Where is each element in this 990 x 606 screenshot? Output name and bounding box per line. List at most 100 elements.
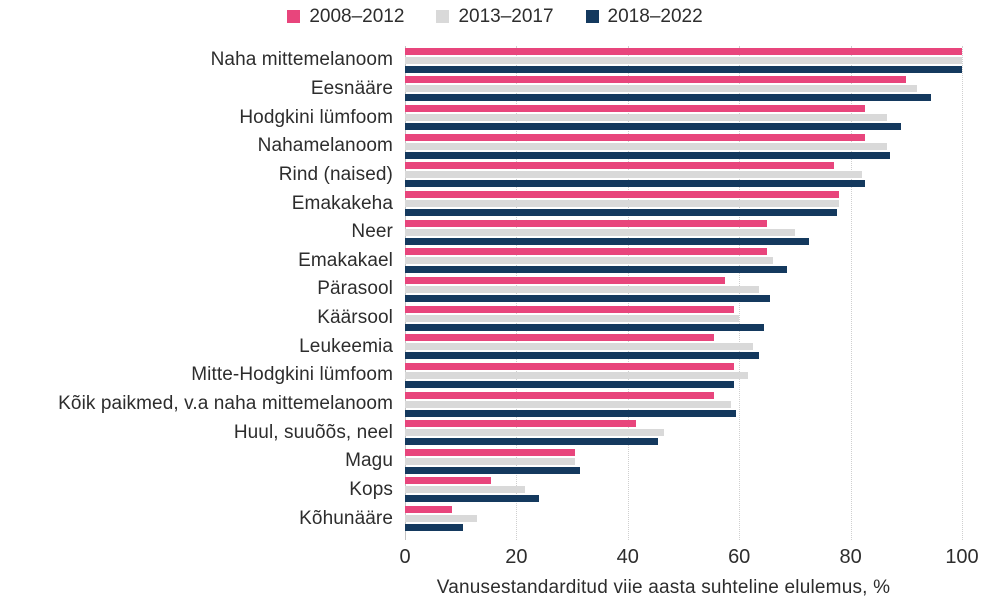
bar <box>405 334 715 342</box>
category-label: Kops <box>349 478 393 500</box>
bar <box>405 85 918 93</box>
category-label: Hodgkini lümfoom <box>239 106 393 128</box>
legend-label: 2013–2017 <box>458 6 554 27</box>
category-label: Neer <box>351 221 393 243</box>
bar-group <box>405 103 962 132</box>
legend-swatch <box>287 10 301 23</box>
bar <box>405 362 734 370</box>
x-tick-label: 0 <box>399 546 411 568</box>
gridline <box>739 46 741 540</box>
bar <box>405 305 734 313</box>
category-label: Emakakael <box>298 249 393 271</box>
bar <box>405 171 862 179</box>
legend-item: 2018–2022 <box>585 6 703 27</box>
bar <box>405 94 932 102</box>
bar <box>405 506 453 514</box>
gridline <box>850 46 852 540</box>
bar <box>405 524 464 532</box>
bar <box>405 420 637 428</box>
category-label: Emakakeha <box>291 192 393 214</box>
x-tick-label: 80 <box>839 546 862 568</box>
bar <box>405 495 539 503</box>
category-label: Pärasool <box>317 278 393 300</box>
bar-group <box>405 75 962 104</box>
category-label: Kõik paikmed, v.a naha mittemelanoom <box>58 393 393 414</box>
bar <box>405 371 748 379</box>
bar <box>405 391 715 399</box>
category-label: Leukeemia <box>299 335 393 357</box>
bar <box>405 457 575 465</box>
bar <box>405 191 840 199</box>
legend-label: 2008–2012 <box>309 6 405 27</box>
category-label: Kõhunääre <box>299 507 393 529</box>
category-label: Naha mittemelanoom <box>210 49 393 71</box>
category-label: Mitte-Hodgkini lümfoom <box>191 364 393 386</box>
bar <box>405 352 759 360</box>
bar <box>405 180 865 188</box>
bar <box>405 65 962 73</box>
bar-group <box>405 161 962 190</box>
bar <box>405 162 834 170</box>
bar <box>405 248 768 256</box>
legend-item: 2008–2012 <box>287 7 404 26</box>
bar-group <box>405 218 962 247</box>
bar <box>405 200 840 208</box>
category-label: Eesnääre <box>310 77 393 99</box>
bar-group <box>405 390 962 419</box>
bar <box>405 515 478 523</box>
bar <box>405 466 581 474</box>
x-tick-label: 40 <box>616 546 639 568</box>
bar <box>405 448 575 456</box>
bar <box>405 486 525 494</box>
gridline <box>516 46 518 540</box>
bar <box>405 429 664 437</box>
category-label: Nahamelanoom <box>257 135 393 157</box>
bar-groups <box>405 46 962 533</box>
x-tick-label: 20 <box>505 546 528 568</box>
x-axis-title: Vanusestandarditud viie aasta suhteline … <box>436 577 891 598</box>
category-axis: Naha mittemelanoom Eesnääre Hodgkini lümfo… <box>0 46 393 533</box>
bar <box>405 123 901 131</box>
bar <box>405 237 809 245</box>
bar <box>405 276 726 284</box>
bar-group <box>405 476 962 505</box>
x-tick-label: 60 <box>728 546 751 568</box>
gridline <box>627 46 629 540</box>
bar-group <box>405 504 962 533</box>
category-label: Magu <box>345 450 393 472</box>
legend-swatch <box>436 10 450 23</box>
bar <box>405 142 887 150</box>
bar <box>405 285 759 293</box>
bar <box>405 438 659 446</box>
bar-group <box>405 447 962 476</box>
bar <box>405 477 492 485</box>
bar <box>405 114 887 122</box>
category-label: Käärsool <box>317 307 393 329</box>
category-label: Rind (naised) <box>278 163 393 185</box>
bar <box>405 409 737 417</box>
bar-group <box>405 275 962 304</box>
bar <box>405 219 768 227</box>
bar <box>405 323 765 331</box>
bar <box>405 314 740 322</box>
bar <box>405 56 962 64</box>
bar <box>405 294 770 302</box>
x-tick-label: 100 <box>945 546 979 568</box>
bar <box>405 209 837 217</box>
bar <box>405 228 795 236</box>
bar <box>405 133 865 141</box>
bar-group <box>405 418 962 447</box>
legend-label: 2018–2022 <box>607 6 703 27</box>
bar-group <box>405 46 962 75</box>
bar <box>405 151 890 159</box>
axis-spine <box>405 46 406 540</box>
legend-item: 2013–2017 <box>436 6 554 27</box>
legend-swatch <box>585 10 599 23</box>
gridline <box>962 46 963 540</box>
bar <box>405 76 907 84</box>
plot-area <box>405 46 963 540</box>
bar <box>405 105 865 113</box>
bar-group <box>405 132 962 161</box>
category-label: Huul, suuõõs, neel <box>233 421 393 443</box>
